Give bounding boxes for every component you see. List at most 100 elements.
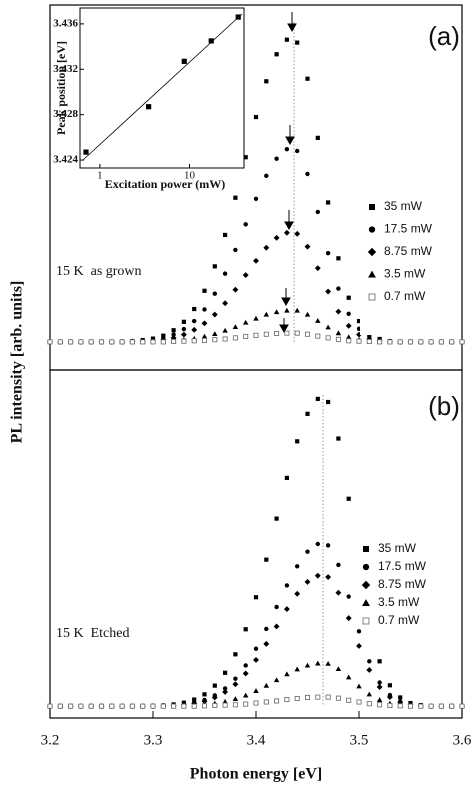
legend-label: 35 mW bbox=[378, 541, 417, 555]
data-point bbox=[47, 703, 53, 709]
data-point bbox=[242, 670, 249, 677]
data-point bbox=[181, 326, 187, 332]
data-point bbox=[325, 694, 331, 700]
data-point bbox=[253, 646, 259, 651]
data-point bbox=[284, 37, 289, 42]
data-point bbox=[304, 662, 311, 668]
legend-label: 8.75 mW bbox=[384, 244, 433, 258]
data-point bbox=[171, 703, 177, 709]
data-point bbox=[160, 703, 166, 709]
data-point bbox=[397, 699, 404, 706]
data-point bbox=[294, 590, 301, 597]
data-point bbox=[428, 703, 434, 709]
data-point bbox=[242, 692, 249, 698]
data-point bbox=[263, 311, 270, 317]
y-axis-label: Peak position [eV] bbox=[54, 41, 68, 135]
data-point bbox=[232, 335, 238, 341]
data-point bbox=[346, 496, 351, 501]
y-axis-label: PL intensity [arb. units] bbox=[9, 281, 26, 444]
data-point bbox=[146, 104, 152, 110]
data-point bbox=[387, 683, 392, 688]
data-point bbox=[223, 232, 228, 238]
data-point bbox=[181, 319, 186, 324]
data-point bbox=[377, 339, 383, 345]
x-tick-label: 3.2 bbox=[41, 732, 60, 748]
legend-marker bbox=[369, 204, 375, 210]
data-point bbox=[397, 703, 403, 709]
data-point bbox=[212, 291, 218, 296]
data-point bbox=[264, 79, 269, 84]
data-point bbox=[314, 572, 321, 579]
data-point bbox=[263, 682, 270, 688]
data-point bbox=[202, 692, 207, 697]
panel-label: (a) bbox=[428, 21, 460, 51]
data-point bbox=[211, 694, 218, 701]
data-point bbox=[459, 339, 465, 345]
data-point bbox=[253, 595, 259, 600]
peak-arrows bbox=[279, 12, 297, 334]
data-point bbox=[367, 659, 372, 664]
data-point bbox=[88, 339, 94, 345]
data-point bbox=[242, 272, 249, 279]
data-point bbox=[336, 286, 341, 291]
data-point bbox=[171, 339, 177, 345]
data-point bbox=[263, 244, 270, 251]
data-point bbox=[418, 339, 424, 345]
data-point bbox=[273, 623, 280, 630]
data-point bbox=[325, 288, 332, 295]
data-point bbox=[140, 703, 146, 709]
legend-marker bbox=[368, 293, 376, 301]
data-point bbox=[243, 701, 249, 707]
data-point bbox=[315, 317, 321, 323]
data-point bbox=[191, 318, 197, 324]
data-point bbox=[335, 330, 342, 336]
data-point bbox=[438, 703, 444, 709]
data-point bbox=[274, 156, 279, 161]
data-point bbox=[253, 688, 259, 693]
data-point bbox=[346, 311, 351, 316]
data-point bbox=[284, 583, 290, 588]
legend-marker bbox=[362, 563, 370, 571]
data-point bbox=[119, 339, 125, 345]
data-point bbox=[223, 670, 228, 675]
data-point bbox=[304, 694, 310, 700]
data-point bbox=[438, 339, 444, 345]
data-point bbox=[150, 703, 156, 709]
data-point bbox=[222, 300, 229, 307]
data-point bbox=[315, 660, 321, 666]
data-point bbox=[315, 333, 321, 339]
y-tick-label: 3.424 bbox=[53, 154, 78, 166]
data-point bbox=[253, 700, 259, 706]
legend-label: 3.5 mW bbox=[384, 267, 426, 281]
x-tick-label: 3.3 bbox=[144, 732, 163, 748]
legend-marker bbox=[367, 247, 377, 257]
data-point bbox=[201, 698, 208, 705]
data-point bbox=[335, 589, 342, 596]
data-point bbox=[325, 660, 331, 666]
data-point bbox=[315, 396, 320, 401]
data-point bbox=[366, 339, 372, 345]
data-point bbox=[222, 327, 228, 333]
data-point bbox=[57, 339, 63, 345]
data-point bbox=[294, 230, 301, 237]
data-point bbox=[140, 339, 146, 345]
data-point bbox=[47, 339, 53, 345]
data-point bbox=[88, 703, 94, 709]
data-point bbox=[336, 562, 341, 568]
data-point bbox=[284, 146, 290, 152]
data-point bbox=[346, 697, 352, 703]
data-point bbox=[305, 171, 310, 177]
data-point bbox=[233, 195, 238, 200]
data-point bbox=[366, 701, 372, 707]
data-point bbox=[284, 671, 290, 677]
data-point bbox=[192, 306, 197, 312]
data-point bbox=[191, 703, 197, 709]
legend-marker bbox=[362, 617, 370, 625]
data-point bbox=[83, 149, 89, 155]
data-point bbox=[264, 173, 269, 179]
data-point bbox=[304, 331, 310, 337]
data-point bbox=[233, 652, 238, 657]
data-point bbox=[222, 271, 228, 276]
data-point bbox=[253, 656, 259, 663]
